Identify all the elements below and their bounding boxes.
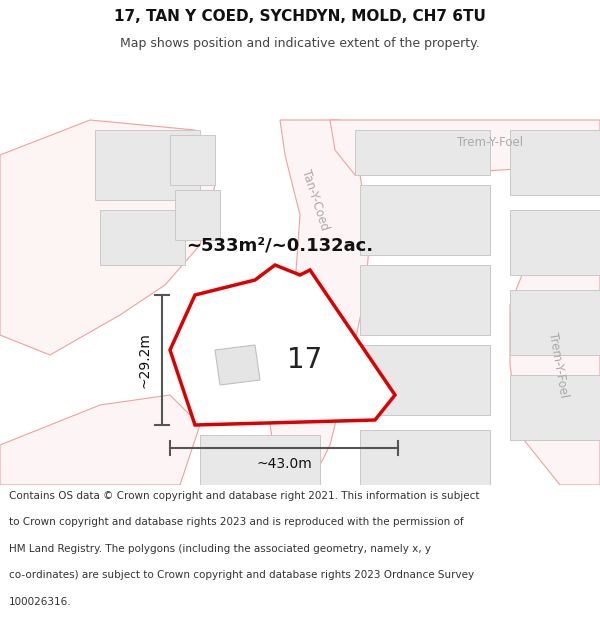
Polygon shape (360, 185, 490, 255)
Polygon shape (510, 130, 600, 195)
Polygon shape (170, 265, 395, 425)
Polygon shape (175, 190, 220, 240)
Text: ~533m²/~0.132ac.: ~533m²/~0.132ac. (187, 236, 374, 254)
Polygon shape (510, 215, 600, 485)
Polygon shape (360, 265, 490, 335)
Polygon shape (0, 120, 215, 355)
Text: Contains OS data © Crown copyright and database right 2021. This information is : Contains OS data © Crown copyright and d… (9, 491, 479, 501)
Polygon shape (170, 135, 215, 185)
Polygon shape (200, 435, 320, 485)
Text: 100026316.: 100026316. (9, 597, 71, 607)
Text: co-ordinates) are subject to Crown copyright and database rights 2023 Ordnance S: co-ordinates) are subject to Crown copyr… (9, 571, 474, 581)
Polygon shape (360, 345, 490, 415)
Text: ~29.2m: ~29.2m (137, 332, 151, 388)
Polygon shape (330, 120, 600, 175)
Polygon shape (380, 445, 460, 485)
Polygon shape (355, 130, 490, 175)
Polygon shape (510, 290, 600, 355)
Text: ~43.0m: ~43.0m (256, 457, 312, 471)
Polygon shape (215, 345, 260, 385)
Polygon shape (0, 395, 200, 485)
Text: 17, TAN Y COED, SYCHDYN, MOLD, CH7 6TU: 17, TAN Y COED, SYCHDYN, MOLD, CH7 6TU (114, 9, 486, 24)
Text: HM Land Registry. The polygons (including the associated geometry, namely x, y: HM Land Registry. The polygons (includin… (9, 544, 431, 554)
Text: 17: 17 (287, 346, 323, 374)
Text: Trem-Y-Foel: Trem-Y-Foel (457, 136, 523, 149)
Text: Map shows position and indicative extent of the property.: Map shows position and indicative extent… (120, 38, 480, 51)
Polygon shape (270, 120, 370, 485)
Polygon shape (100, 210, 185, 265)
Text: to Crown copyright and database rights 2023 and is reproduced with the permissio: to Crown copyright and database rights 2… (9, 518, 464, 528)
Polygon shape (510, 210, 600, 275)
Polygon shape (360, 430, 490, 485)
Polygon shape (95, 130, 200, 200)
Text: Trem-Y-Foel: Trem-Y-Foel (546, 331, 570, 399)
Text: Tan-Y-Coed: Tan-Y-Coed (299, 168, 331, 232)
Polygon shape (510, 375, 600, 440)
